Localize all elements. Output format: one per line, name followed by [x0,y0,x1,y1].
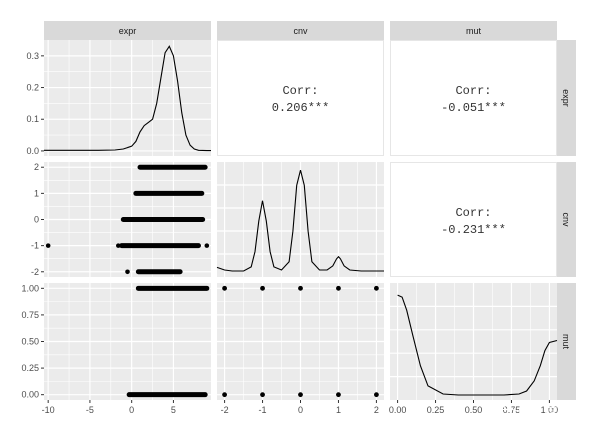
scatter-point [222,285,227,291]
corr-label-expr-cnv: Corr: [282,84,318,98]
y-tick-label: -2 [31,267,39,277]
density-curve-mut [397,294,558,396]
scatter-point [125,217,130,222]
column-strips: expr cnv mut [44,21,557,40]
scatter-point [298,285,303,291]
correlation-panel [217,40,384,156]
strip-col-cnv-label: cnv [293,26,308,36]
y-tick-label: 1 [34,188,39,198]
scatter-point [45,243,51,248]
row-strips: expr cnv mut [557,40,576,400]
strip-row-expr-label: expr [561,89,571,107]
strip-col-cnv [217,21,384,40]
y-tick-label: 1.00 [21,283,39,293]
scatter-point [125,269,130,275]
panel-layer [44,40,557,400]
x-tick-label: 0.25 [427,405,445,415]
scatter-point [260,392,265,398]
correlation-panels: Corr: 0.206*** Corr: -0.051*** Corr: -0.… [272,84,506,237]
x-tick-label: 0 [298,405,303,415]
strip-col-mut-label: mut [466,26,482,36]
y-tick-label: 0.3 [26,51,39,61]
strip-col-expr-label: expr [119,26,137,36]
x-tick-label: 0.00 [389,405,407,415]
scatter-point [298,392,303,398]
strip-row-cnv [557,162,576,277]
strip-row-mut-label: mut [561,334,571,350]
x-tick-label: -10 [42,405,55,415]
corr-value-cnv-mut: -0.231*** [441,223,506,237]
strip-col-mut [390,21,557,40]
scatter-point [336,285,341,291]
corr-value-expr-mut: -0.051*** [441,101,506,115]
strip-col-expr [44,21,211,40]
y-tick-label: 0 [34,215,39,225]
y-tick-label: 0.0 [26,146,39,156]
y-tick-label: -1 [31,241,39,251]
ticks-layer: 0.00.10.20.3-2-10120.000.250.500.751.00-… [21,51,558,415]
x-tick-label: 5 [171,405,176,415]
strip-row-expr [557,40,576,156]
correlation-panel [390,162,557,277]
density-curve-cnv [216,169,384,272]
x-tick-label: -1 [259,405,267,415]
density-curve-expr [44,45,211,152]
panel-background [44,40,211,156]
y-tick-label: 0.00 [21,390,39,400]
y-tick-label: 0.2 [26,83,39,93]
scatter-point [374,285,379,291]
y-tick-label: 0.25 [21,363,39,373]
strip-row-mut [557,283,576,400]
marks-layer [44,45,558,398]
scatter-point [116,243,121,248]
corr-label-expr-mut: Corr: [455,84,491,98]
x-tick-label: 2 [374,405,379,415]
scatter-point [204,243,210,248]
corr-value-expr-cnv: 0.206*** [272,101,330,115]
x-tick-label: 1.00 [541,405,559,415]
correlation-panel [390,40,557,156]
x-tick-label: -5 [86,405,94,415]
y-tick-label: 0.75 [21,310,39,320]
y-tick-label: 0.1 [26,114,39,124]
x-tick-label: 0 [129,405,134,415]
scatter-point [374,392,379,398]
corr-label-cnv-mut: Corr: [455,206,491,220]
strip-row-cnv-label: cnv [561,212,571,227]
y-tick-label: 2 [34,162,39,172]
x-tick-label: 0.50 [465,405,483,415]
x-tick-label: -2 [221,405,229,415]
x-tick-label: 0.75 [503,405,521,415]
scatter-point [260,285,265,291]
scatter-point [222,392,227,398]
watermark: 知乎 @王诗翔 [488,402,570,418]
x-tick-label: 1 [336,405,341,415]
scatter-point [336,392,341,398]
y-tick-label: 0.50 [21,337,39,347]
